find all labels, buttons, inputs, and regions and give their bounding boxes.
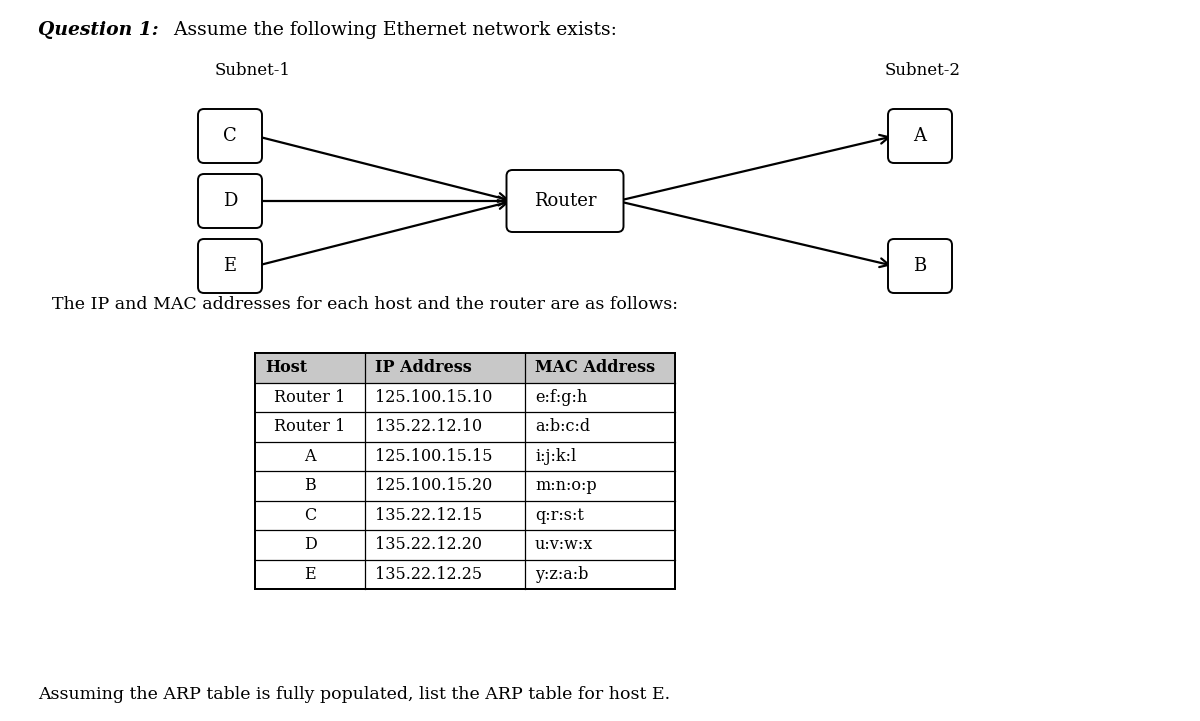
Text: Router 1: Router 1 [275, 389, 346, 406]
Text: C: C [223, 127, 236, 145]
Text: 135.22.12.10: 135.22.12.10 [374, 418, 482, 435]
Text: B: B [304, 477, 316, 495]
Text: IP Address: IP Address [374, 359, 472, 376]
Text: Router 1: Router 1 [275, 418, 346, 435]
Text: m:n:o:p: m:n:o:p [535, 477, 596, 495]
Text: 125.100.15.15: 125.100.15.15 [374, 448, 492, 465]
FancyBboxPatch shape [888, 109, 952, 163]
Text: A: A [305, 448, 316, 465]
Text: Subnet-1: Subnet-1 [215, 62, 292, 79]
Text: 125.100.15.20: 125.100.15.20 [374, 477, 492, 495]
Text: Router: Router [534, 192, 596, 210]
Text: 125.100.15.10: 125.100.15.10 [374, 389, 492, 406]
Text: D: D [223, 192, 238, 210]
FancyBboxPatch shape [198, 109, 262, 163]
Text: Assume the following Ethernet network exists:: Assume the following Ethernet network ex… [162, 21, 617, 39]
Text: 135.22.12.25: 135.22.12.25 [374, 566, 482, 583]
Text: C: C [304, 507, 316, 523]
Text: B: B [913, 257, 926, 275]
Text: Question 1:: Question 1: [38, 21, 158, 39]
Text: 135.22.12.20: 135.22.12.20 [374, 536, 482, 553]
FancyBboxPatch shape [506, 170, 624, 232]
Text: e:f:g:h: e:f:g:h [535, 389, 587, 406]
FancyBboxPatch shape [888, 239, 952, 293]
Bar [254, 353, 674, 383]
Text: q:r:s:t: q:r:s:t [535, 507, 584, 523]
Bar [254, 353, 674, 589]
Text: Host: Host [265, 359, 307, 376]
FancyBboxPatch shape [198, 239, 262, 293]
Text: The IP and MAC addresses for each host and the router are as follows:: The IP and MAC addresses for each host a… [52, 296, 678, 313]
Text: E: E [223, 257, 236, 275]
Text: A: A [913, 127, 926, 145]
Text: Subnet-2: Subnet-2 [886, 62, 961, 79]
Text: 135.22.12.15: 135.22.12.15 [374, 507, 482, 523]
Text: a:b:c:d: a:b:c:d [535, 418, 590, 435]
Text: D: D [304, 536, 317, 553]
Text: E: E [304, 566, 316, 583]
Text: MAC Address: MAC Address [535, 359, 655, 376]
Text: y:z:a:b: y:z:a:b [535, 566, 588, 583]
FancyBboxPatch shape [198, 174, 262, 228]
Text: i:j:k:l: i:j:k:l [535, 448, 576, 465]
Text: Assuming the ARP table is fully populated, list the ARP table for host E.: Assuming the ARP table is fully populate… [38, 686, 670, 703]
Text: u:v:w:x: u:v:w:x [535, 536, 593, 553]
